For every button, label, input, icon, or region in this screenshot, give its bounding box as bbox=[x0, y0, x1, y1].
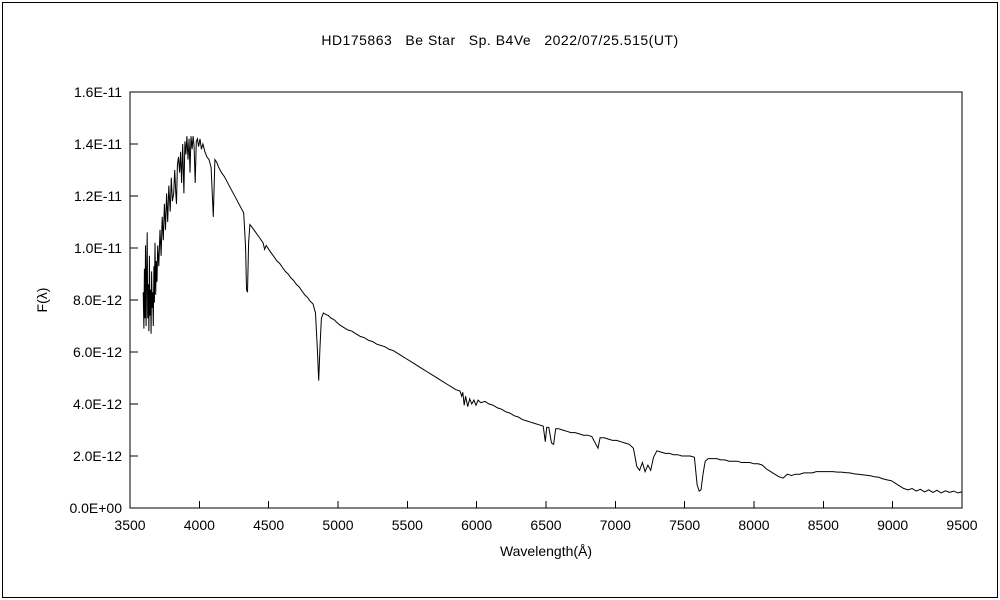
y-tick-label: 0.0E+00 bbox=[69, 500, 122, 516]
x-tick-label: 3500 bbox=[114, 517, 145, 533]
x-tick-label: 8500 bbox=[808, 517, 839, 533]
y-tick-label: 1.0E-11 bbox=[74, 240, 122, 256]
chart-title: HD175863 Be Star Sp. B4Ve 2022/07/25.515… bbox=[321, 32, 679, 48]
y-tick-label: 2.0E-12 bbox=[73, 448, 122, 464]
y-tick-label: 1.4E-11 bbox=[74, 136, 122, 152]
x-tick-label: 5500 bbox=[392, 517, 423, 533]
spectrum-line bbox=[142, 136, 963, 494]
x-tick-label: 4500 bbox=[253, 517, 284, 533]
x-axis-label: Wavelength(Å) bbox=[499, 543, 593, 559]
x-tick-label: 9500 bbox=[946, 517, 977, 533]
x-tick-label: 7000 bbox=[600, 517, 631, 533]
x-tick-label: 5000 bbox=[322, 517, 353, 533]
y-tick-label: 1.2E-11 bbox=[74, 188, 122, 204]
axis-box bbox=[129, 91, 963, 509]
x-tick-label: 9000 bbox=[877, 517, 908, 533]
x-tick-label: 4000 bbox=[184, 517, 215, 533]
x-tick-label: 8000 bbox=[738, 517, 769, 533]
y-tick-label: 1.6E-11 bbox=[74, 84, 122, 100]
x-tick-label: 6500 bbox=[530, 517, 561, 533]
y-tick-label: 4.0E-12 bbox=[73, 396, 122, 412]
x-tick-label: 6000 bbox=[461, 517, 492, 533]
y-tick-label: 6.0E-12 bbox=[73, 344, 122, 360]
x-tick-label: 7500 bbox=[669, 517, 700, 533]
y-tick-label: 8.0E-12 bbox=[73, 292, 122, 308]
